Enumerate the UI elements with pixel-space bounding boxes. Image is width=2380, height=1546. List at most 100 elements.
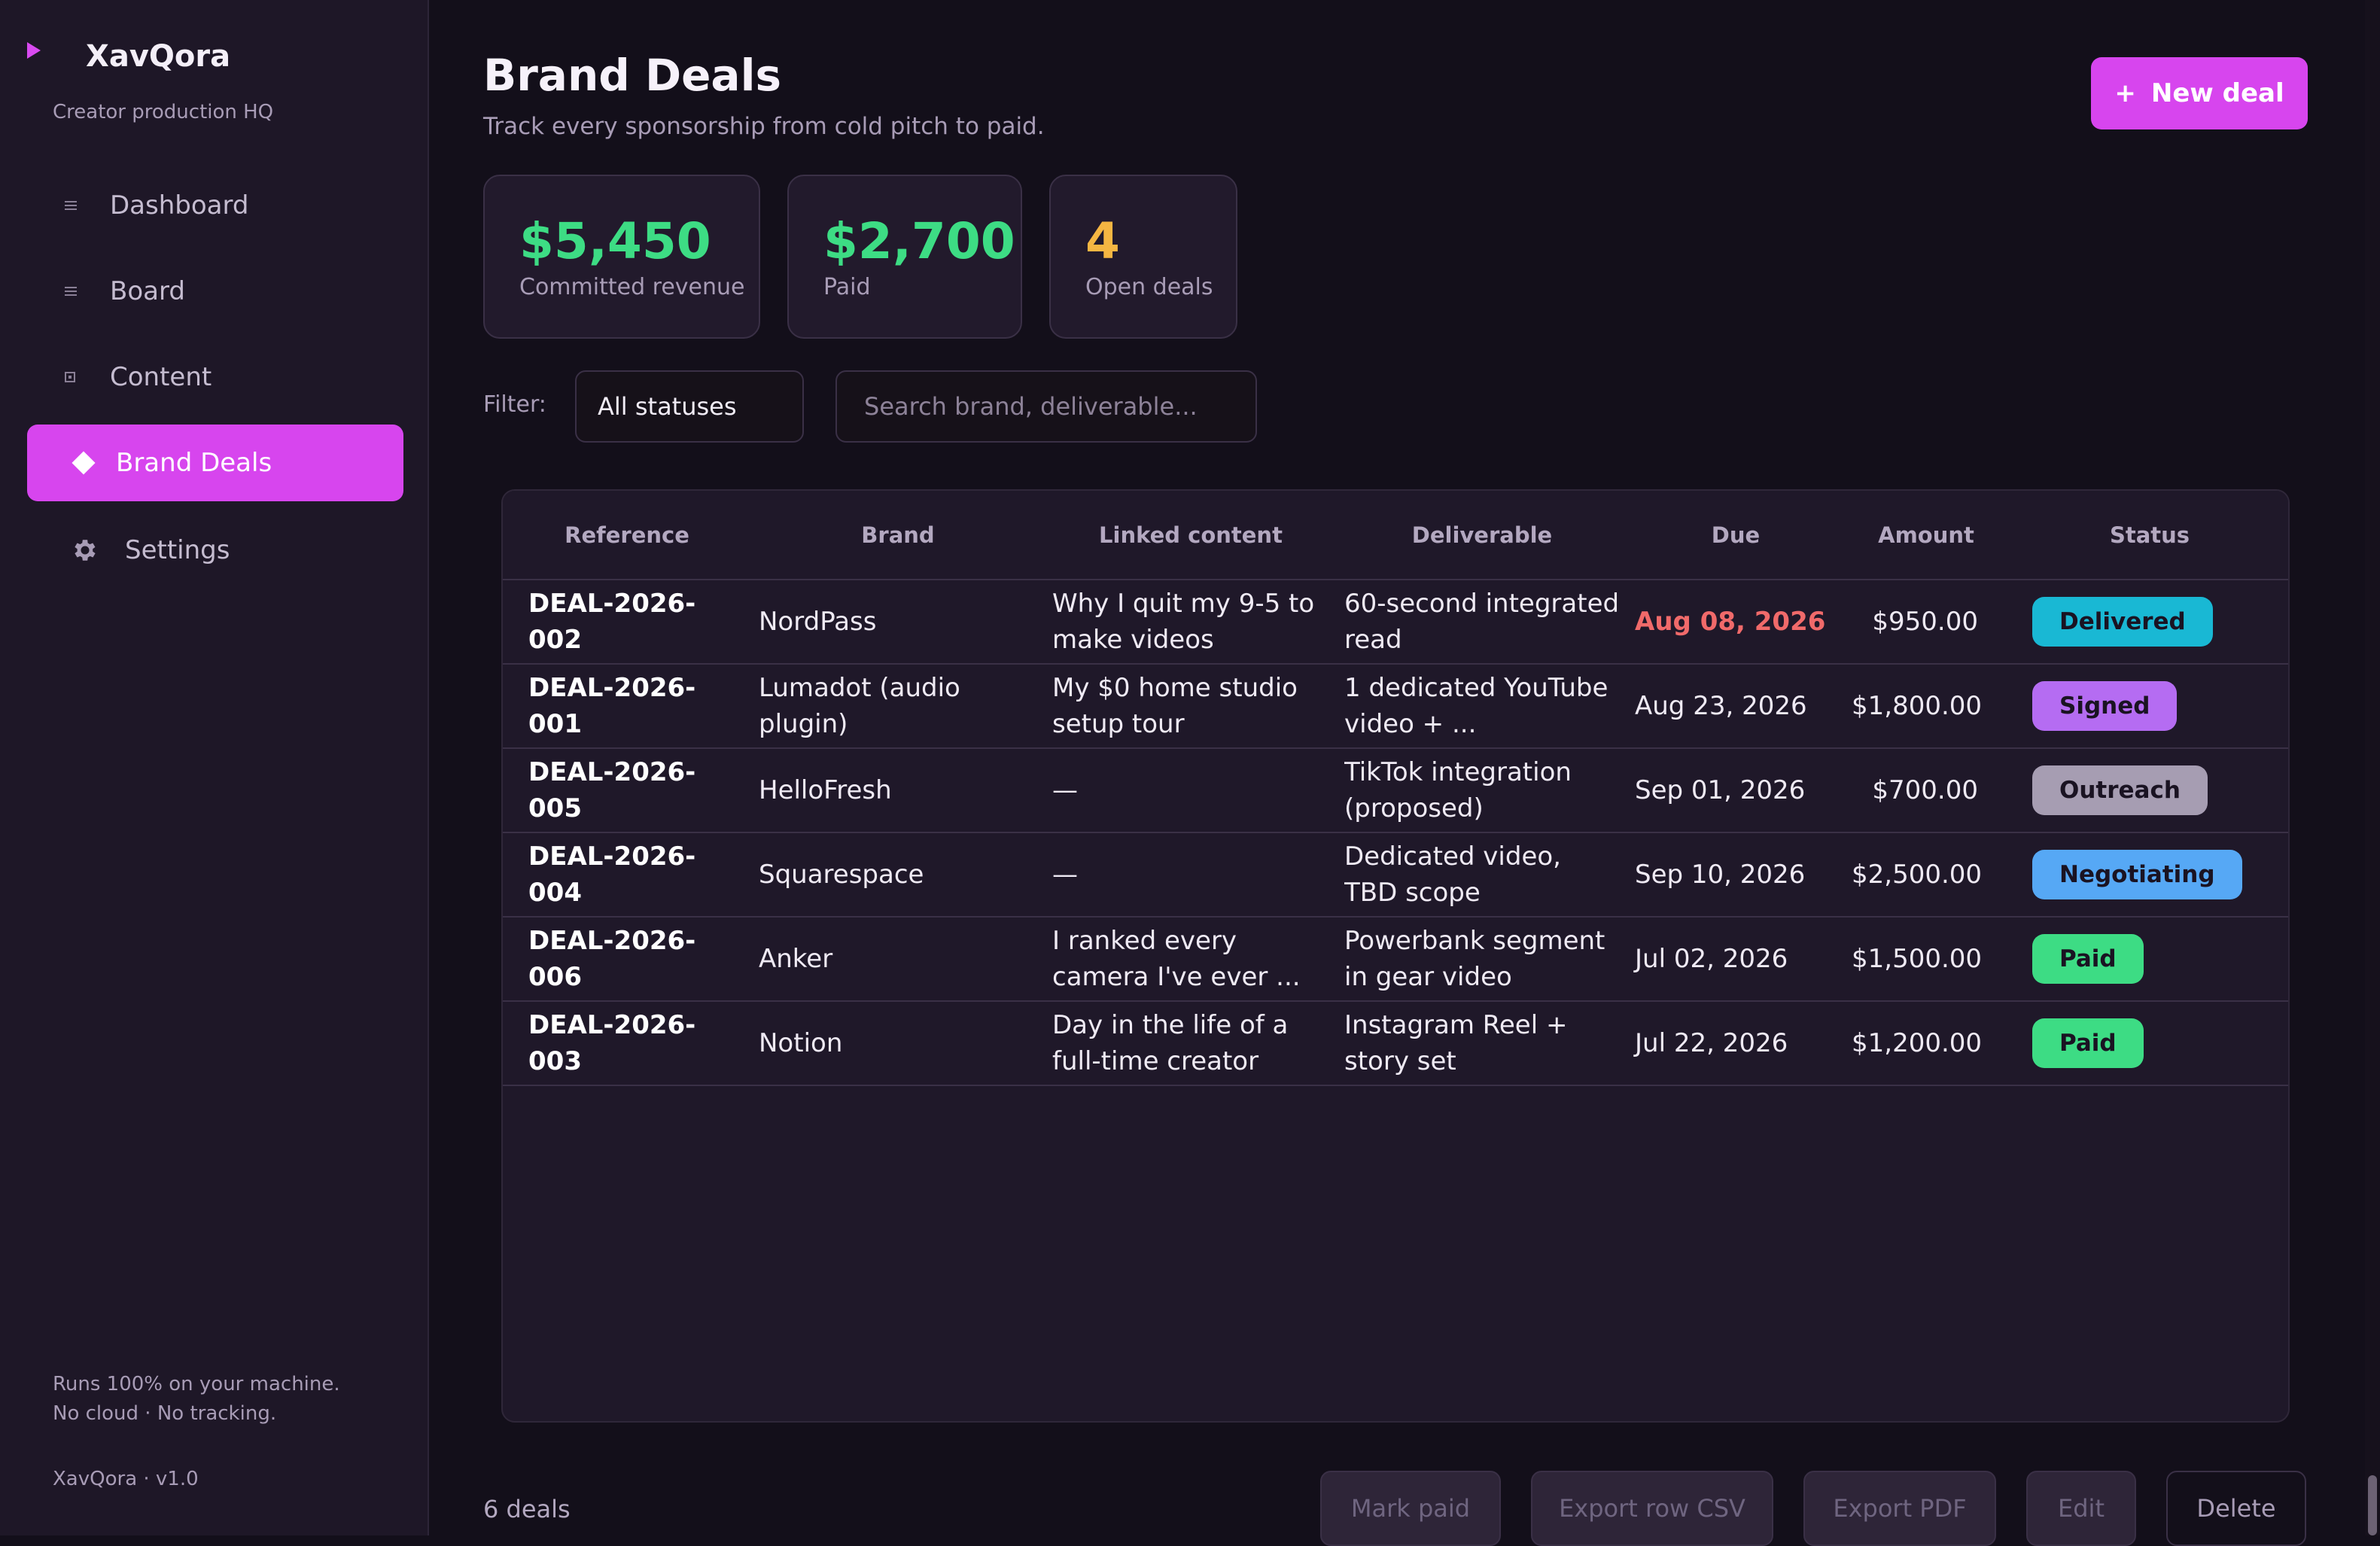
page-subtitle: Track every sponsorship from cold pitch … xyxy=(483,113,1045,140)
stat-value: $5,450 xyxy=(519,212,711,270)
brand-play-icon xyxy=(27,42,41,59)
cell-deliverable: Instagram Reel + story set xyxy=(1337,1001,1627,1086)
cell-reference: DEAL-2026-002 xyxy=(503,580,751,665)
status-filter-value: All statuses xyxy=(598,392,737,421)
table-row[interactable]: DEAL-2026-005 HelloFresh — TikTok integrati… xyxy=(503,748,2288,833)
page-title: Brand Deals xyxy=(483,50,781,101)
column-header-due[interactable]: Due xyxy=(1627,491,1844,580)
cell-brand: Lumadot (audio plugin) xyxy=(751,664,1045,749)
linked-content-text: Why I quit my 9-5 to make videos xyxy=(1052,589,1315,655)
stat-label: Paid xyxy=(823,274,871,300)
brand-text: Notion xyxy=(759,1028,843,1058)
table-row[interactable]: DEAL-2026-002 NordPass Why I quit my 9-5 t… xyxy=(503,580,2288,665)
cell-amount: $1,800.00 xyxy=(1844,664,2008,749)
cell-due: Sep 10, 2026 xyxy=(1627,832,1844,918)
edit-button[interactable]: Edit xyxy=(2026,1471,2136,1546)
column-header-deliverable[interactable]: Deliverable xyxy=(1337,491,1627,580)
cell-reference: DEAL-2026-005 xyxy=(503,748,751,833)
app-tagline: Creator production HQ xyxy=(53,101,274,123)
column-header-brand[interactable]: Brand xyxy=(751,491,1045,580)
table-row[interactable]: DEAL-2026-006 Anker I ranked every camera … xyxy=(503,917,2288,1002)
sidebar-item-brand-deals[interactable]: Brand Deals xyxy=(27,425,403,501)
table-row[interactable]: DEAL-2026-001 Lumadot (audio plugin) My $0… xyxy=(503,664,2288,749)
sidebar-item-settings[interactable]: Settings xyxy=(27,512,403,589)
table-row[interactable]: DEAL-2026-003 Notion Day in the life of a … xyxy=(503,1001,2288,1086)
sidebar-item-board[interactable]: Board xyxy=(27,253,403,330)
brand-text: Anker xyxy=(759,944,833,974)
cell-due: Sep 01, 2026 xyxy=(1627,748,1844,833)
app-name: XavQora xyxy=(86,39,231,74)
column-header-amount[interactable]: Amount xyxy=(1844,491,2008,580)
status-badge: Paid xyxy=(2032,1018,2144,1068)
stat-card-committed: $5,450 Committed revenue xyxy=(483,175,760,339)
brand-text: HelloFresh xyxy=(759,775,892,805)
cell-linked-content: My $0 home studio setup tour xyxy=(1045,664,1337,749)
cell-amount: $1,200.00 xyxy=(1844,1001,2008,1086)
page-scrollbar[interactable] xyxy=(2365,0,2380,1535)
linked-content-text: — xyxy=(1052,860,1078,890)
sidebar-item-content[interactable]: Content xyxy=(27,339,403,415)
cell-due: Aug 23, 2026 xyxy=(1627,664,1844,749)
cell-deliverable: Powerbank segment in gear video xyxy=(1337,917,1627,1002)
list-icon xyxy=(65,287,110,296)
cell-status: Paid xyxy=(2008,917,2288,1002)
status-badge: Delivered xyxy=(2032,597,2213,647)
cell-reference: DEAL-2026-004 xyxy=(503,832,751,918)
column-header-linked-content[interactable]: Linked content xyxy=(1045,491,1337,580)
deal-count: 6 deals xyxy=(483,1495,571,1523)
deliverable-text: Instagram Reel + story set xyxy=(1344,1010,1568,1076)
table-header-row: Reference Brand Linked content Deliverab… xyxy=(503,491,2288,580)
sidebar-item-dashboard[interactable]: Dashboard xyxy=(27,167,403,244)
list-icon xyxy=(65,201,110,210)
cell-linked-content: Why I quit my 9-5 to make videos xyxy=(1045,580,1337,665)
privacy-line-1: Runs 100% on your machine. xyxy=(53,1373,340,1395)
cell-linked-content: Day in the life of a full-time creator xyxy=(1045,1001,1337,1086)
stat-card-open-deals: 4 Open deals xyxy=(1049,175,1237,339)
cell-status: Outreach xyxy=(2008,748,2288,833)
privacy-note: Runs 100% on your machine. No cloud · No… xyxy=(53,1370,340,1429)
export-csv-button[interactable]: Export row CSV xyxy=(1531,1471,1773,1546)
deliverable-text: Dedicated video, TBD scope xyxy=(1344,841,1561,908)
cell-deliverable: 60-second integrated read xyxy=(1337,580,1627,665)
cell-reference: DEAL-2026-006 xyxy=(503,917,751,1002)
cell-brand: NordPass xyxy=(751,580,1045,665)
table-row[interactable]: DEAL-2026-004 Squarespace — Dedicated video… xyxy=(503,832,2288,918)
stat-label: Committed revenue xyxy=(519,274,745,300)
square-icon xyxy=(65,372,110,382)
stat-label: Open deals xyxy=(1085,274,1213,300)
scrollbar-thumb[interactable] xyxy=(2368,1475,2377,1535)
app-version: XavQora · v1.0 xyxy=(53,1468,199,1490)
status-badge: Paid xyxy=(2032,934,2144,984)
cell-reference: DEAL-2026-003 xyxy=(503,1001,751,1086)
linked-content-text: — xyxy=(1052,775,1078,805)
cell-due: Jul 02, 2026 xyxy=(1627,917,1844,1002)
search-input[interactable] xyxy=(835,370,1257,443)
deliverable-text: Powerbank segment in gear video xyxy=(1344,926,1605,992)
brand-text: Lumadot (audio plugin) xyxy=(759,673,960,739)
sidebar-item-label: Settings xyxy=(125,535,230,565)
mark-paid-button[interactable]: Mark paid xyxy=(1320,1471,1501,1546)
cell-due: Aug 08, 2026 xyxy=(1627,580,1844,665)
status-filter-select[interactable]: All statuses xyxy=(575,370,804,443)
export-pdf-button[interactable]: Export PDF xyxy=(1803,1471,1996,1546)
column-header-status[interactable]: Status xyxy=(2008,491,2288,580)
status-badge: Negotiating xyxy=(2032,850,2242,899)
sidebar-item-label: Content xyxy=(110,362,212,392)
linked-content-text: My $0 home studio setup tour xyxy=(1052,673,1298,739)
stat-value: 4 xyxy=(1085,212,1120,270)
delete-button[interactable]: Delete xyxy=(2166,1471,2306,1546)
new-deal-button[interactable]: + New deal xyxy=(2091,57,2308,129)
column-header-reference[interactable]: Reference xyxy=(503,491,751,580)
cell-brand: Squarespace xyxy=(751,832,1045,918)
cell-amount: $1,500.00 xyxy=(1844,917,2008,1002)
cell-status: Delivered xyxy=(2008,580,2288,665)
deals-table: Reference Brand Linked content Deliverab… xyxy=(501,489,2290,1423)
sidebar: XavQora Creator production HQ Dashboard … xyxy=(0,0,429,1535)
cell-linked-content: I ranked every camera I've ever ... xyxy=(1045,917,1337,1002)
cell-linked-content: — xyxy=(1045,748,1337,833)
privacy-line-2: No cloud · No tracking. xyxy=(53,1402,277,1425)
cell-brand: Anker xyxy=(751,917,1045,1002)
status-badge: Outreach xyxy=(2032,765,2208,815)
cell-brand: HelloFresh xyxy=(751,748,1045,833)
cell-brand: Notion xyxy=(751,1001,1045,1086)
